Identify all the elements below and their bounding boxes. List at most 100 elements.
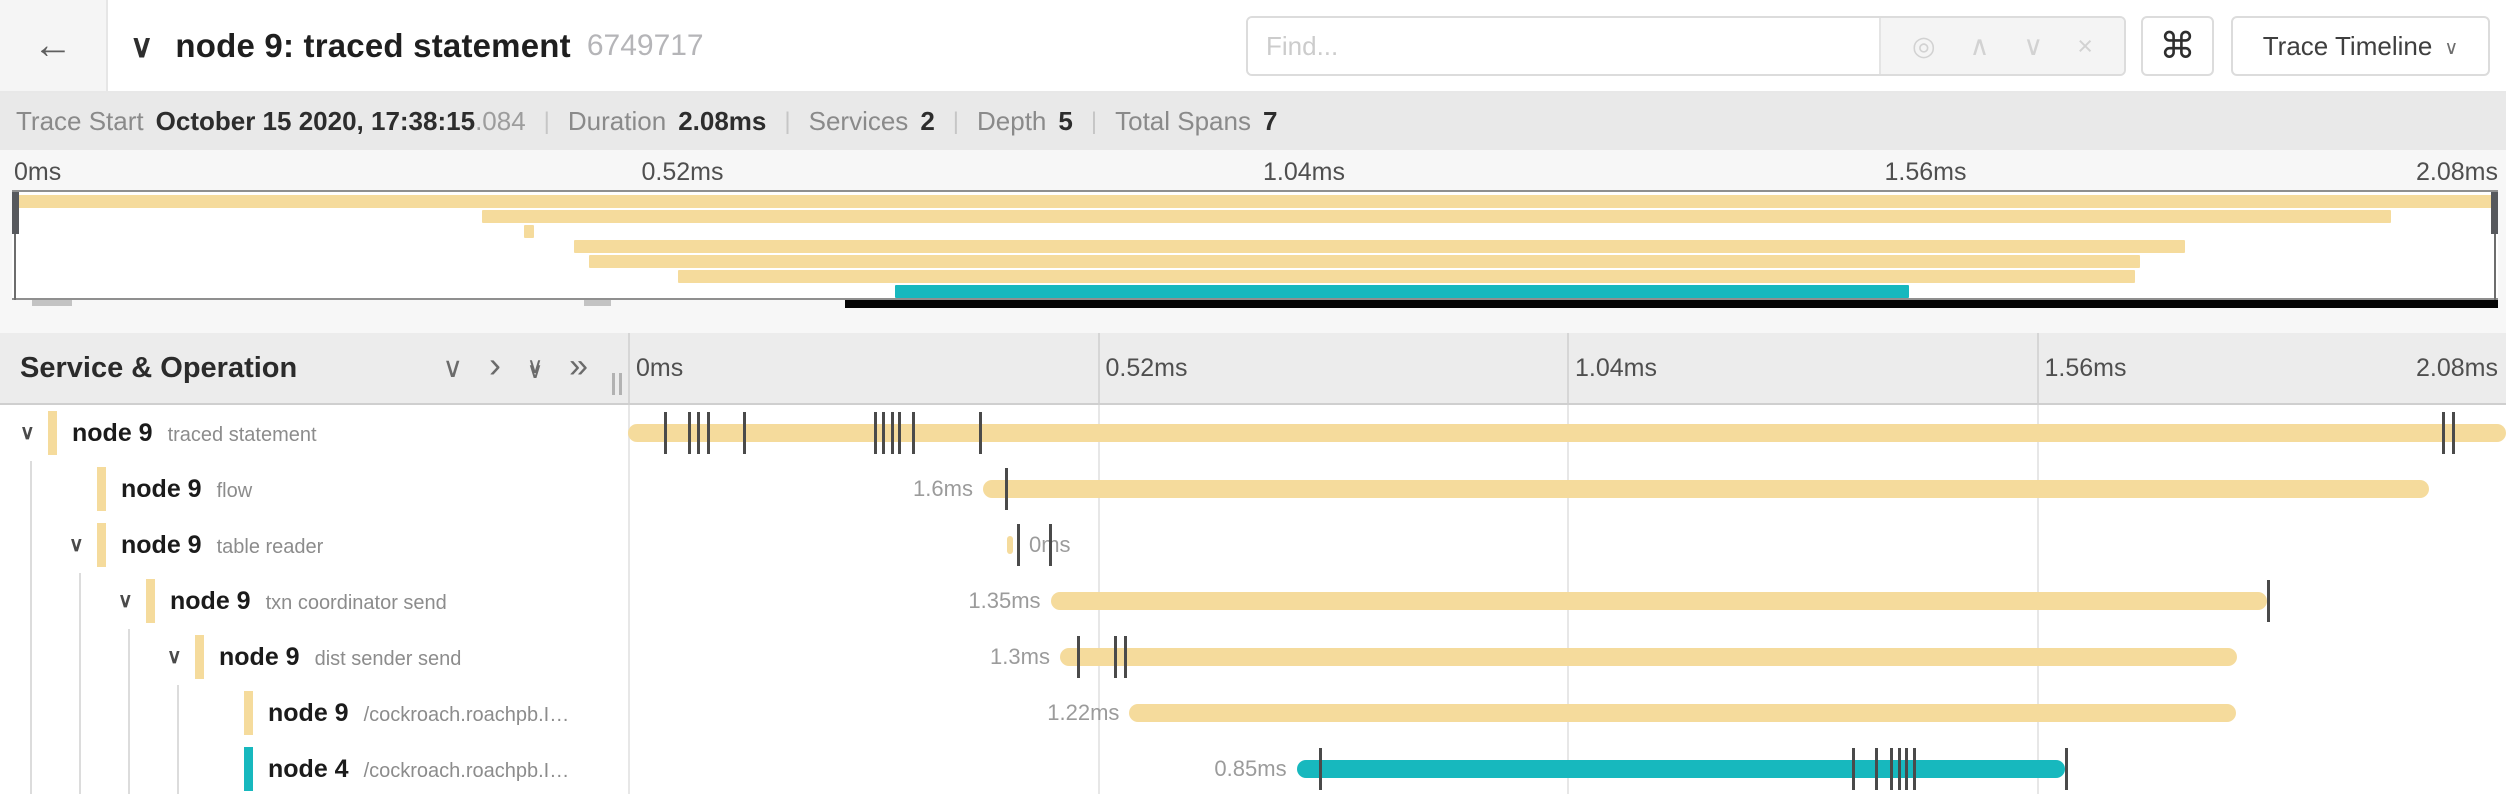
span-duration-bar[interactable] xyxy=(982,480,2429,498)
tree-collapse-icon[interactable]: ∨ xyxy=(167,646,182,668)
service-color-chip xyxy=(97,467,106,511)
span-log-tick[interactable] xyxy=(1114,636,1118,678)
span-name-cell[interactable]: ∨ node 9 table reader xyxy=(0,517,628,573)
prev-result-icon[interactable]: ∧ xyxy=(1969,30,1990,61)
span-timeline-cell[interactable]: 0.85ms xyxy=(628,741,2506,794)
span-log-tick[interactable] xyxy=(1016,524,1020,566)
clear-find-icon[interactable]: × xyxy=(2077,30,2093,61)
span-log-tick[interactable] xyxy=(742,412,746,454)
span-log-tick[interactable] xyxy=(1890,748,1894,790)
span-log-tick[interactable] xyxy=(1123,636,1127,678)
span-log-tick[interactable] xyxy=(2451,412,2455,454)
span-log-tick[interactable] xyxy=(1874,748,1878,790)
find-input[interactable] xyxy=(1248,18,1879,74)
service-name: node 9 txn coordinator send xyxy=(170,587,447,615)
operation-name: /cockroach.roachpb.I… xyxy=(363,704,570,726)
span-log-tick[interactable] xyxy=(706,412,710,454)
span-timeline-cell[interactable]: 0ms xyxy=(628,517,2506,573)
span-timeline-cell[interactable]: 1.3ms xyxy=(628,629,2506,685)
span-row: node 4/cockroach.roachpb.I… 0.85ms xyxy=(0,741,2506,794)
span-timeline-cell[interactable] xyxy=(628,405,2506,461)
span-rows: ∨ node 9 traced statement node 9 flow 1.6ms ∨ n… xyxy=(0,405,2506,794)
tree-indent-guide xyxy=(177,741,179,794)
summary-label: Services xyxy=(808,106,909,136)
span-duration-bar[interactable] xyxy=(628,424,2506,442)
summary-label: Depth xyxy=(977,106,1047,136)
trace-summary-bar: Trace Start October 15 2020, 17:38:15.084… xyxy=(0,93,2506,150)
summary-item: Depth 5 xyxy=(977,106,1073,137)
span-log-tick[interactable] xyxy=(1912,748,1916,790)
span-log-tick[interactable] xyxy=(874,412,878,454)
summary-separator: | xyxy=(784,107,791,135)
span-log-tick[interactable] xyxy=(898,412,902,454)
span-timeline-cell[interactable]: 1.22ms xyxy=(628,685,2506,741)
minimap-axis-tick: 2.08ms xyxy=(2416,158,2498,186)
span-name-cell[interactable]: node 4/cockroach.roachpb.I… xyxy=(0,741,628,794)
collapse-trace-icon[interactable]: ∨ xyxy=(130,27,154,64)
span-name-cell[interactable]: ∨ node 9 dist sender send xyxy=(0,629,628,685)
collapse-all-icon[interactable]: ∨ ∨ xyxy=(526,352,544,383)
span-log-tick[interactable] xyxy=(979,412,983,454)
span-duration-label: 1.6ms xyxy=(913,476,973,501)
summary-label: Trace Start xyxy=(16,106,144,136)
back-button[interactable]: ← xyxy=(0,0,108,91)
keyboard-shortcuts-button[interactable]: ⌘ xyxy=(2141,16,2214,76)
tree-indent-guide xyxy=(128,741,130,794)
span-log-tick[interactable] xyxy=(1319,748,1323,790)
service-color-chip xyxy=(48,411,57,455)
span-log-tick[interactable] xyxy=(1048,524,1052,566)
view-type-dropdown[interactable]: Trace Timeline ∨ xyxy=(2231,16,2490,76)
span-name-cell[interactable]: ∨ node 9 traced statement xyxy=(0,405,628,461)
operation-name: /cockroach.roachpb.I… xyxy=(363,760,570,782)
span-log-tick[interactable] xyxy=(2064,748,2068,790)
span-name-cell[interactable]: ∨ node 9 txn coordinator send xyxy=(0,573,628,629)
minimap-right-drag-handle[interactable] xyxy=(2491,192,2498,234)
collapse-one-icon[interactable]: ∨ xyxy=(442,352,463,383)
span-timeline-cell[interactable]: 1.35ms xyxy=(628,573,2506,629)
column-resize-grip[interactable] xyxy=(612,373,622,395)
span-timeline-cell[interactable]: 1.6ms xyxy=(628,461,2506,517)
minimap-span-bar xyxy=(894,285,1909,298)
tree-collapse-icon[interactable]: ∨ xyxy=(69,534,84,556)
span-log-tick[interactable] xyxy=(890,412,894,454)
span-log-tick[interactable] xyxy=(1005,468,1009,510)
minimap-canvas[interactable] xyxy=(12,190,2498,300)
minimap-span-bar xyxy=(588,255,2140,268)
summary-item: Services 2 xyxy=(809,106,935,137)
span-log-tick[interactable] xyxy=(881,412,885,454)
next-result-icon[interactable]: ∨ xyxy=(2023,30,2044,61)
span-log-tick[interactable] xyxy=(2442,412,2446,454)
tree-collapse-icon[interactable]: ∨ xyxy=(20,422,35,444)
span-duration-bar[interactable] xyxy=(1007,536,1013,554)
span-log-tick[interactable] xyxy=(911,412,915,454)
timeline-minimap-section: 0ms 0.52ms 1.04ms 1.56ms 2.08ms xyxy=(0,150,2506,333)
span-name-cell[interactable]: node 9 flow xyxy=(0,461,628,517)
tree-collapse-icon[interactable]: ∨ xyxy=(118,590,133,612)
timeline-axis-tick: 0ms xyxy=(636,354,684,382)
span-duration-bar[interactable] xyxy=(1050,592,2268,610)
tree-indent-guide xyxy=(30,685,32,741)
span-duration-bar[interactable] xyxy=(1129,704,2236,722)
span-log-tick[interactable] xyxy=(1897,748,1901,790)
expand-one-icon[interactable]: › xyxy=(488,344,501,385)
minimap-span-bar xyxy=(678,270,2136,283)
trace-title-group: ∨ node 9: traced statement 6749717 xyxy=(130,0,704,91)
span-log-tick[interactable] xyxy=(697,412,701,454)
span-duration-label: 1.3ms xyxy=(990,644,1050,669)
minimap-scroll-thumb[interactable] xyxy=(844,300,2498,308)
span-log-tick[interactable] xyxy=(663,412,667,454)
span-duration-bar[interactable] xyxy=(1296,760,2065,778)
span-name-cell[interactable]: node 9/cockroach.roachpb.I… xyxy=(0,685,628,741)
span-log-tick[interactable] xyxy=(2267,580,2271,622)
locate-icon[interactable]: ◎ xyxy=(1912,30,1936,61)
span-log-tick[interactable] xyxy=(1076,636,1080,678)
span-log-tick[interactable] xyxy=(688,412,692,454)
span-duration-bar[interactable] xyxy=(1059,648,2238,666)
tree-indent-guide xyxy=(79,629,81,685)
expand-all-icon[interactable]: » xyxy=(569,347,588,385)
tree-indent-guide xyxy=(79,573,81,629)
minimap-left-drag-handle[interactable] xyxy=(12,192,19,234)
span-log-tick[interactable] xyxy=(1852,748,1856,790)
span-duration-label: 1.22ms xyxy=(1047,700,1120,725)
span-log-tick[interactable] xyxy=(1905,748,1909,790)
